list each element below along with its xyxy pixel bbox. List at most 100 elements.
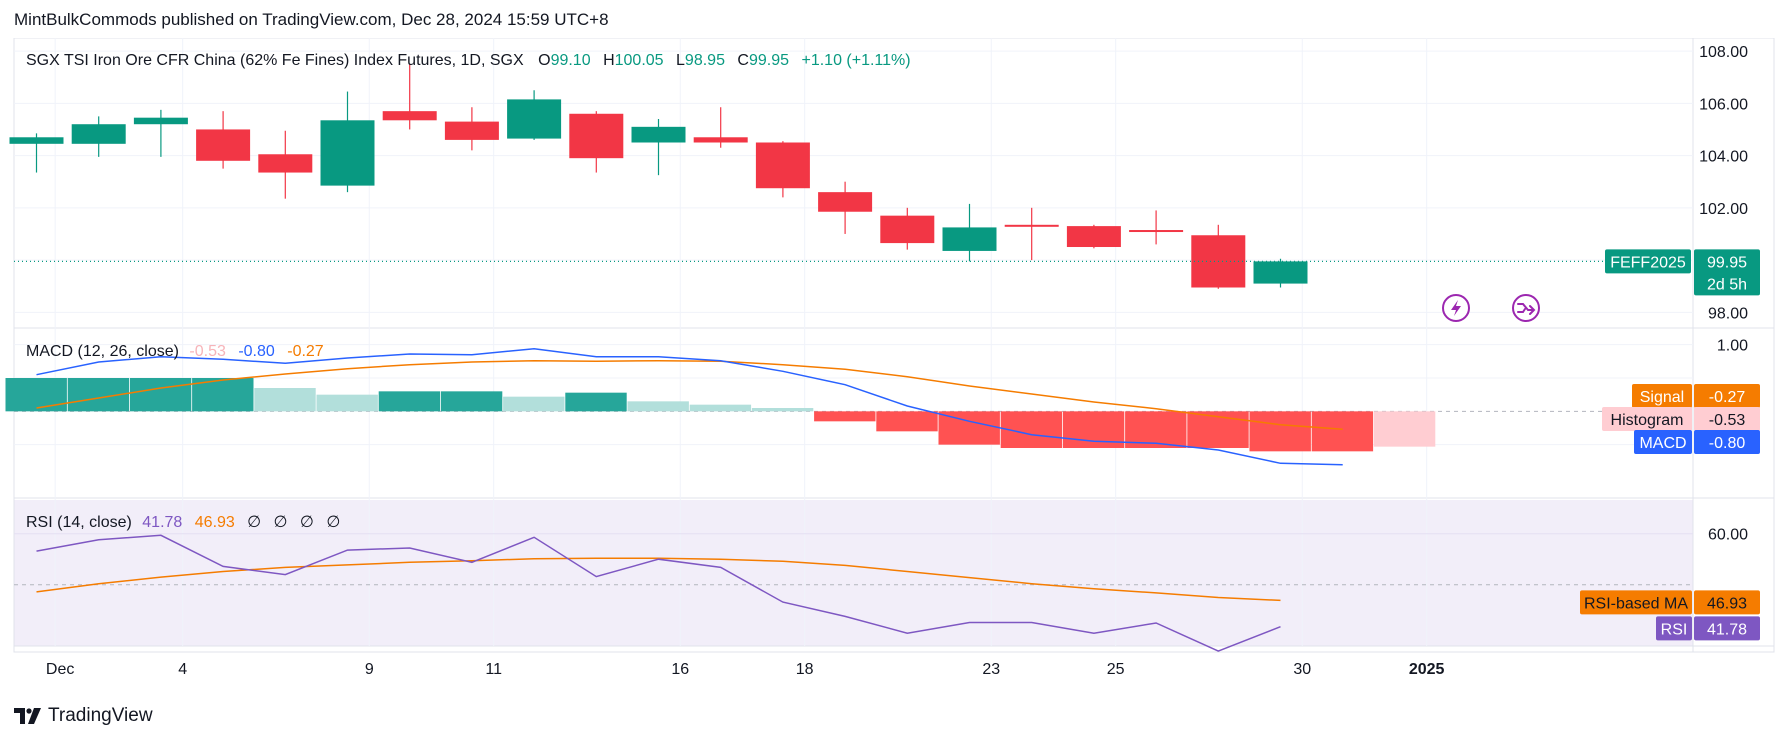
macd-signal-line bbox=[36, 359, 1343, 431]
price-axis-tick: 108.00 bbox=[1699, 44, 1748, 61]
rsi-legend-ma: 46.93 bbox=[195, 514, 235, 531]
legend-change: +1.10 (+1.11%) bbox=[801, 52, 910, 69]
time-axis-tick: 30 bbox=[1293, 661, 1311, 678]
price-axis-tick: 98.00 bbox=[1708, 305, 1748, 322]
time-axis-tick: Dec bbox=[46, 661, 74, 678]
price-axis-tick: 106.00 bbox=[1699, 96, 1748, 113]
price-legend: SGX TSI Iron Ore CFR China (62% Fe Fines… bbox=[26, 52, 911, 69]
candle-body bbox=[133, 117, 188, 125]
rsi-line bbox=[36, 534, 1281, 652]
histogram-tag-label: Histogram bbox=[1611, 412, 1684, 429]
rsi-legend: RSI (14, close) 41.78 46.93 ∅ ∅ ∅ ∅ bbox=[26, 514, 340, 531]
last-price-tag-bg bbox=[1694, 249, 1760, 296]
candle-body bbox=[755, 142, 810, 189]
rsi-legend-label: RSI (14, close) bbox=[26, 514, 132, 531]
candle-body bbox=[880, 215, 935, 244]
macd-histogram-bar bbox=[565, 392, 627, 412]
histogram-tag-label-bg bbox=[1602, 407, 1692, 431]
rsi-ma-tag-value-bg bbox=[1694, 590, 1760, 615]
macd-legend-label: MACD (12, 26, close) bbox=[26, 343, 179, 360]
signal-tag-value-bg bbox=[1694, 384, 1760, 408]
rsi-ma-tag-label-bg bbox=[1580, 590, 1692, 615]
macd-tag-label-bg bbox=[1634, 430, 1692, 454]
candle-body bbox=[1004, 224, 1059, 227]
macd-histogram-bar bbox=[1373, 411, 1436, 447]
macd-histogram-bar bbox=[192, 378, 254, 412]
candle-body bbox=[693, 137, 748, 143]
rsi-legend-empty-1: ∅ bbox=[247, 514, 261, 531]
bar-countdown: 2d 5h bbox=[1707, 276, 1747, 293]
rsi-legend-empty-4: ∅ bbox=[326, 514, 340, 531]
rsi-legend-value: 41.78 bbox=[142, 514, 182, 531]
macd-histogram-bar bbox=[1187, 411, 1249, 448]
lightning-event-icon[interactable] bbox=[1442, 294, 1470, 322]
price-chart[interactable]: 98.00100.00102.00104.00106.00108.001.006… bbox=[0, 38, 1790, 688]
macd-histogram-bar bbox=[1311, 411, 1374, 452]
candle-body bbox=[569, 113, 624, 159]
legend-low-value: 98.95 bbox=[685, 52, 725, 69]
tradingview-logo-icon bbox=[14, 708, 41, 724]
time-axis-tick: 23 bbox=[982, 661, 1000, 678]
attribution-text: MintBulkCommods published on TradingView… bbox=[14, 10, 609, 29]
tradingview-footer: TradingView bbox=[14, 705, 153, 727]
legend-symbol: SGX TSI Iron Ore CFR China (62% Fe Fines… bbox=[26, 52, 524, 69]
legend-open-value: 99.10 bbox=[551, 52, 591, 69]
rsi-tag-label-bg bbox=[1656, 616, 1692, 641]
signal-tag-label-bg bbox=[1632, 384, 1692, 408]
candle-body bbox=[1253, 261, 1308, 284]
forward-arrow-event-icon[interactable] bbox=[1512, 294, 1540, 322]
macd-histogram-bar bbox=[440, 391, 503, 412]
rsi-ma-line bbox=[36, 557, 1281, 602]
candle-body bbox=[196, 129, 251, 161]
macd-tag-value: -0.80 bbox=[1709, 435, 1746, 452]
macd-histogram-bar bbox=[689, 404, 752, 412]
last-price-value: 99.95 bbox=[1707, 254, 1747, 271]
symbol-tag-label: FEFF2025 bbox=[1610, 254, 1686, 271]
rsi-tag-value-bg bbox=[1694, 616, 1760, 641]
macd-histogram-bar bbox=[1249, 411, 1311, 452]
candle-body bbox=[320, 120, 375, 186]
macd-histogram-bar bbox=[876, 411, 938, 432]
macd-histogram-bar bbox=[254, 388, 316, 412]
candle-body bbox=[382, 111, 437, 121]
candlestick-layer bbox=[9, 64, 1693, 289]
signal-tag-value: -0.27 bbox=[1709, 389, 1746, 406]
price-axis-tick: 104.00 bbox=[1699, 149, 1748, 166]
candle-body bbox=[1066, 226, 1121, 248]
rsi-tag-label: RSI bbox=[1661, 621, 1688, 638]
signal-tag-label: Signal bbox=[1640, 389, 1684, 406]
rsi-legend-empty-2: ∅ bbox=[274, 514, 288, 531]
time-axis-tick: 2025 bbox=[1409, 661, 1445, 678]
legend-close-value: 99.95 bbox=[749, 52, 789, 69]
macd-tag-label: MACD bbox=[1639, 435, 1686, 452]
legend-high-value: 100.05 bbox=[615, 52, 664, 69]
candle-body bbox=[1129, 230, 1184, 233]
candle-body bbox=[942, 227, 997, 251]
macd-line bbox=[36, 347, 1343, 466]
macd-legend: MACD (12, 26, close) -0.53 -0.80 -0.27 bbox=[26, 343, 324, 360]
rsi-ma-tag-label: RSI-based MA bbox=[1584, 595, 1688, 612]
price-tags: FEFF2025 99.95 2d 5h -0.27 Signal -0.53 Histog… bbox=[1580, 249, 1760, 641]
time-axis-tick: 9 bbox=[365, 661, 374, 678]
legend-open-label: O bbox=[538, 52, 550, 69]
macd-legend-hist: -0.53 bbox=[189, 343, 226, 360]
rsi-ma-tag-value: 46.93 bbox=[1707, 595, 1747, 612]
rsi-axis-tick: 60.00 bbox=[1708, 527, 1748, 544]
rsi-layer bbox=[36, 534, 1281, 652]
tradingview-brand: TradingView bbox=[48, 705, 153, 726]
histogram-tag-value: -0.53 bbox=[1709, 412, 1746, 429]
macd-histogram-bar bbox=[316, 394, 378, 412]
macd-histogram-bar bbox=[503, 396, 565, 412]
macd-histogram-bar bbox=[378, 391, 441, 412]
candle-body bbox=[507, 99, 562, 139]
candle-body bbox=[631, 126, 686, 143]
histogram-tag-value-bg bbox=[1694, 407, 1760, 431]
legend-low-label: L bbox=[676, 52, 685, 69]
time-axis-tick: 4 bbox=[178, 661, 187, 678]
price-axis-tick: 102.00 bbox=[1699, 201, 1748, 218]
rsi-legend-empty-3: ∅ bbox=[300, 514, 314, 531]
time-axis-tick: 18 bbox=[796, 661, 814, 678]
time-axis-tick: 16 bbox=[671, 661, 689, 678]
candle-body bbox=[444, 121, 499, 140]
candle-body bbox=[71, 124, 126, 144]
